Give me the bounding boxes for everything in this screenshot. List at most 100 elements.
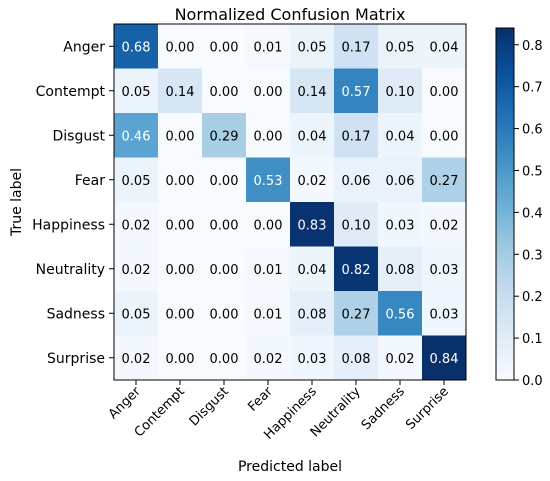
heatmap-cell [422,157,467,203]
cell-value-label: 0.00 [210,352,239,367]
cell-value-label: 0.04 [298,263,327,278]
heatmap-cell [114,246,159,292]
cell-value-label: 0.17 [342,129,371,144]
y-tick-label: Surprise [47,351,105,367]
cell-value-label: 0.00 [210,307,239,322]
heatmap-cell [422,246,467,292]
cell-value-label: 0.05 [122,174,151,189]
colorbar-ticks: 0.0 0.1 0.2 0.3 0.4 0.5 0.6 0.7 0.8 [514,39,543,389]
cell-value-label: 0.03 [386,218,415,233]
heatmap-cell [334,246,379,292]
heatmap-cell [158,246,203,292]
x-tick-label: Anger [106,384,144,422]
cell-value-label: 0.68 [122,40,151,55]
cell-value-label: 0.00 [254,218,283,233]
cell-value-label: 0.83 [298,218,327,233]
cell-value-label: 0.00 [166,352,195,367]
colorbar-tick-label: 0.7 [522,81,543,96]
colorbar-tick-label: 0.4 [522,206,543,221]
heatmap-cell [114,157,159,203]
heatmap-cell [378,24,423,69]
heatmap-cell [378,335,423,381]
heatmap-cell [114,335,159,381]
heatmap-cell [114,68,159,114]
cell-value-label: 0.04 [386,129,415,144]
heatmap-cell [202,246,247,292]
cell-value-label: 0.04 [298,129,327,144]
cell-value-label: 0.10 [386,85,415,100]
cell-value-label: 0.27 [430,174,459,189]
heatmap-cell [202,24,247,69]
y-tick-label: Contempt [36,84,106,100]
cell-value-label: 0.00 [210,174,239,189]
cell-value-label: 0.00 [210,40,239,55]
heatmap-cell [422,113,467,158]
cell-value-label: 0.84 [430,352,459,367]
heatmap-cell [378,202,423,247]
y-tick-label: Fear [75,173,105,189]
cell-value-label: 0.00 [166,40,195,55]
heatmap-cell [422,24,467,69]
cell-value-label: 0.08 [342,352,371,367]
heatmap-cell [334,291,379,336]
cell-value-label: 0.00 [254,129,283,144]
cell-value-label: 0.00 [430,129,459,144]
heatmap-cell [246,157,291,203]
cell-value-label: 0.57 [342,85,371,100]
heatmap-cell [246,202,291,247]
heatmap-cell [246,246,291,292]
heatmap-cell [334,202,379,247]
cell-value-label: 0.02 [298,174,327,189]
heatmap-cell [290,335,335,381]
heatmap-cell [290,157,335,203]
cell-value-label: 0.06 [342,174,371,189]
cell-value-label: 0.01 [254,40,283,55]
cell-value-label: 0.00 [166,218,195,233]
cell-value-label: 0.01 [254,307,283,322]
cell-value-label: 0.02 [386,352,415,367]
heatmap-cell [334,68,379,114]
heatmap-cell [290,24,335,69]
heatmap-cell [334,335,379,381]
heatmap-cell [158,68,203,114]
heatmap-cell [158,335,203,381]
colorbar-tick-label: 0.1 [522,332,543,347]
heatmap-cell [334,24,379,69]
cell-value-label: 0.14 [298,85,327,100]
heatmap-cell [422,335,467,381]
y-tick-label: Happiness [32,217,105,233]
cell-value-label: 0.02 [122,218,151,233]
cell-value-label: 0.05 [298,40,327,55]
y-tick-label: Anger [63,39,105,55]
cell-value-label: 0.10 [342,218,371,233]
heatmap-cell [158,157,203,203]
cell-value-label: 0.27 [342,307,371,322]
cell-value-label: 0.06 [386,174,415,189]
y-tick-label: Sadness [47,306,105,322]
heatmap-cell [114,24,159,69]
cell-value-label: 0.00 [254,85,283,100]
cell-value-label: 0.05 [122,307,151,322]
cell-value-label: 0.05 [386,40,415,55]
colorbar-tick-label: 0.2 [522,290,543,305]
heatmap-cell [378,246,423,292]
heatmap-cell [246,24,291,69]
heatmap-cell [114,113,159,158]
heatmap-cell [334,157,379,203]
x-tick-label: Fear [245,384,276,415]
heatmap-cell [290,246,335,292]
heatmap-cell [378,68,423,114]
cell-value-label: 0.17 [342,40,371,55]
y-tick-label: Neutrality [36,262,105,278]
cell-value-label: 0.02 [122,352,151,367]
heatmap-cell-labels: 0.68 0.00 0.00 0.01 0.05 0.17 0.05 0.04 0.05 0.14… [122,40,459,367]
cell-value-label: 0.03 [430,263,459,278]
heatmap-cell [246,335,291,381]
y-axis-ticks: Anger Contempt Disgust Fear Happiness Neutral… [32,39,114,367]
x-tick-label: Disgust [187,384,232,429]
colorbar-tick-label: 0.3 [522,248,543,263]
cell-value-label: 0.00 [166,129,195,144]
heatmap-cell [378,113,423,158]
cell-value-label: 0.14 [166,85,195,100]
cell-value-label: 0.04 [430,40,459,55]
